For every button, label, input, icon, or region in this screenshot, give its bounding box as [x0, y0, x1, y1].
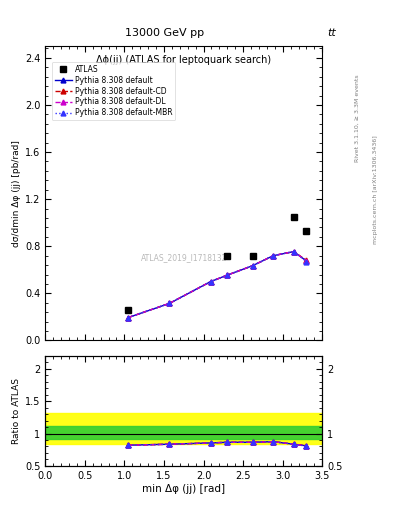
Pythia 8.308 default [304, 258, 309, 264]
Pythia 8.308 default [208, 279, 213, 285]
Pythia 8.308 default-MBR [250, 263, 255, 269]
Pythia 8.308 default-MBR [208, 279, 213, 285]
Pythia 8.308 default-CD [126, 314, 131, 321]
Pythia 8.308 default-CD [271, 252, 275, 259]
Y-axis label: dσ/dmin Δφ (jj) [pb/rad]: dσ/dmin Δφ (jj) [pb/rad] [12, 140, 21, 247]
Pythia 8.308 default-CD [208, 279, 213, 285]
Pythia 8.308 default-CD [167, 301, 172, 307]
Pythia 8.308 default-MBR [291, 248, 296, 254]
ATLAS [225, 252, 230, 259]
ATLAS [304, 228, 309, 234]
Pythia 8.308 default-MBR [304, 259, 309, 265]
Pythia 8.308 default [167, 301, 172, 307]
Line: Pythia 8.308 default: Pythia 8.308 default [126, 249, 309, 320]
Pythia 8.308 default-DL [126, 314, 131, 321]
Pythia 8.308 default-DL [271, 252, 275, 259]
Pythia 8.308 default-MBR [271, 252, 275, 259]
Pythia 8.308 default-CD [225, 272, 230, 278]
Pythia 8.308 default [291, 248, 296, 254]
Pythia 8.308 default-DL [291, 248, 296, 254]
Y-axis label: Ratio to ATLAS: Ratio to ATLAS [12, 378, 21, 444]
Line: Pythia 8.308 default-DL: Pythia 8.308 default-DL [126, 249, 309, 320]
ATLAS [291, 214, 296, 220]
Line: Pythia 8.308 default-CD: Pythia 8.308 default-CD [126, 249, 309, 320]
Pythia 8.308 default-MBR [167, 301, 172, 307]
Line: Pythia 8.308 default-MBR: Pythia 8.308 default-MBR [126, 249, 309, 320]
Pythia 8.308 default [225, 272, 230, 278]
Bar [45, 426, 322, 439]
Bar [45, 413, 322, 444]
Pythia 8.308 default-CD [291, 248, 296, 254]
Pythia 8.308 default-DL [167, 301, 172, 307]
Pythia 8.308 default-DL [225, 272, 230, 278]
Pythia 8.308 default-MBR [126, 314, 131, 321]
Pythia 8.308 default-DL [250, 263, 255, 269]
Pythia 8.308 default-CD [304, 258, 309, 264]
X-axis label: min Δφ (jj) [rad]: min Δφ (jj) [rad] [142, 483, 225, 494]
Text: Δϕ(jj) (ATLAS for leptoquark search): Δϕ(jj) (ATLAS for leptoquark search) [96, 55, 271, 65]
Text: 13000 GeV pp: 13000 GeV pp [125, 28, 205, 38]
Pythia 8.308 default [250, 263, 255, 269]
Text: ATLAS_2019_I1718132: ATLAS_2019_I1718132 [141, 253, 227, 263]
Legend: ATLAS, Pythia 8.308 default, Pythia 8.308 default-CD, Pythia 8.308 default-DL, P: ATLAS, Pythia 8.308 default, Pythia 8.30… [52, 61, 175, 120]
Pythia 8.308 default-DL [304, 258, 309, 264]
Text: tt: tt [327, 28, 336, 38]
ATLAS [250, 252, 255, 259]
Pythia 8.308 default-CD [250, 263, 255, 269]
Pythia 8.308 default-DL [208, 279, 213, 285]
Text: mcplots.cern.ch [arXiv:1306.3436]: mcplots.cern.ch [arXiv:1306.3436] [373, 135, 378, 244]
ATLAS [126, 307, 131, 313]
Pythia 8.308 default-MBR [225, 272, 230, 278]
Text: Rivet 3.1.10, ≥ 3.3M events: Rivet 3.1.10, ≥ 3.3M events [355, 74, 360, 162]
Line: ATLAS: ATLAS [125, 214, 310, 314]
Pythia 8.308 default [126, 314, 131, 321]
Pythia 8.308 default [271, 252, 275, 259]
